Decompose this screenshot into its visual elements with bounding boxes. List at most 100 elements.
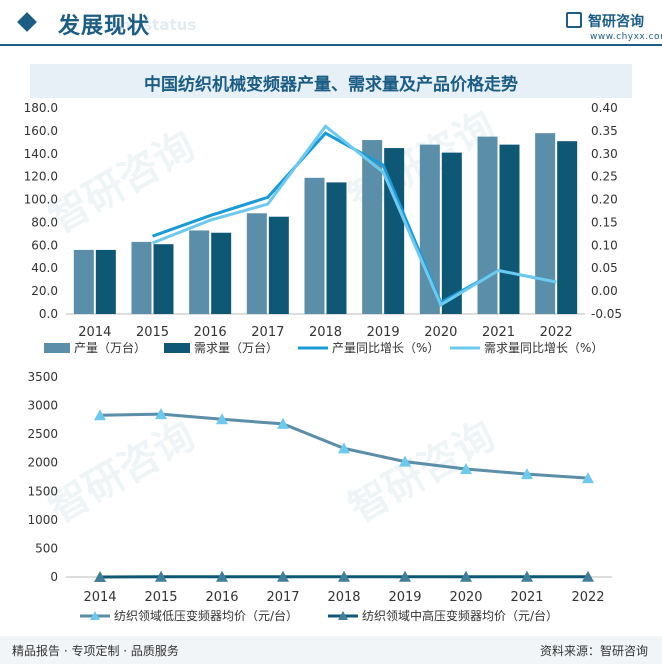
y2-tick-label: -0.05 [591,307,622,321]
legend-marker [338,611,348,620]
bar [73,249,94,314]
y-tick-label: 0 [50,570,58,584]
y-tick-label: 1000 [27,513,58,527]
legend-label: 产量同比增长（%） [332,341,439,355]
brand-url: www.chyxx.com [590,32,662,42]
logo-icon [566,12,582,28]
bar [189,230,210,314]
y-tick-label: 120.0 [24,170,58,184]
bar [477,136,498,314]
x-tick-label: 2018 [309,325,342,340]
legend-label: 纺织领域低压变频器均价（元/台） [114,608,298,623]
y-tick-label: 0.0 [39,307,58,321]
series-line [151,124,557,307]
x-tick-label: 2020 [424,325,457,340]
y2-tick-label: 0.20 [591,193,618,207]
y2-tick-label: 0.05 [591,261,618,275]
x-tick-label: 2014 [78,325,111,340]
y2-tick-label: 0.25 [591,170,618,184]
x-tick-label: 2015 [136,325,169,340]
y-tick-label: 80.0 [31,215,58,229]
data-point [399,570,411,582]
bar [153,244,174,314]
bar [131,241,152,314]
y-tick-label: 180.0 [24,101,58,115]
page-header: ent status 发展现状 智研咨询 www.chyxx.com [0,0,662,46]
data-point [277,570,289,582]
bar [304,177,325,314]
x-tick-label: 2019 [388,590,421,605]
bar [95,249,116,314]
y-tick-label: 20.0 [31,284,58,298]
x-tick-label: 2017 [251,325,284,340]
footer-tagline: 精品报告 · 专项定制 · 品质服务 [12,644,179,658]
y2-tick-label: 0.15 [591,215,618,229]
x-tick-label: 2018 [327,590,360,605]
bar [535,133,556,314]
y-tick-label: 3000 [27,399,58,413]
y2-tick-label: 0.30 [591,147,618,161]
data-point [582,570,594,582]
bar [441,152,462,314]
data-point [155,570,167,582]
data-point [460,570,472,582]
data-point [216,413,228,425]
page-title: 发展现状 [58,14,151,39]
y-tick-label: 40.0 [31,261,58,275]
data-point [94,571,106,582]
y-tick-label: 3500 [27,370,58,384]
chart-title-box: 中国纺织机械变频器产量、需求量及产品价格走势 [30,64,632,98]
bar [557,141,578,314]
x-tick-label: 2016 [194,325,227,340]
brand-name: 智研咨询 [588,14,644,30]
y-tick-label: 160.0 [24,124,58,138]
y-tick-label: 1500 [27,484,58,498]
x-tick-label: 2021 [510,590,543,605]
y2-tick-label: 0.00 [591,284,618,298]
header-subtitle: ent status [110,16,197,34]
data-point [521,570,533,582]
y2-tick-label: 0.10 [591,238,618,252]
bar [499,144,520,314]
bar [211,232,232,314]
x-tick-label: 2022 [571,590,604,605]
legend-label: 产量（万台） [74,340,146,355]
bar [268,216,289,314]
legend-label: 需求量（万台） [194,340,278,355]
legend-swatch [44,343,70,353]
data-point [399,455,411,467]
data-point [277,417,289,429]
x-tick-label: 2017 [266,590,299,605]
y2-tick-label: 0.40 [591,101,618,115]
x-tick-label: 2022 [540,325,573,340]
x-tick-label: 2015 [144,590,177,605]
bar [246,213,267,314]
data-point [521,468,533,480]
page-footer: 精品报告 · 专项定制 · 品质服务 资料来源：智研咨询 [0,636,662,664]
footer-source: 资料来源：智研咨询 [539,644,648,658]
y-tick-label: 2000 [27,456,58,470]
data-point [582,472,594,484]
y-tick-label: 100.0 [24,193,58,207]
x-tick-label: 2014 [83,590,116,605]
bar [419,144,440,314]
chart-title: 中国纺织机械变频器产量、需求量及产品价格走势 [144,75,518,95]
x-tick-label: 2021 [482,325,515,340]
data-point [338,570,350,582]
y2-tick-label: 0.35 [591,124,618,138]
bar [326,182,347,314]
data-point [94,409,106,421]
data-point [338,442,350,454]
bar [362,140,383,314]
legend-label: 需求量同比增长（%） [484,341,603,355]
x-tick-label: 2020 [449,590,482,605]
data-point [155,408,167,420]
chart-canvas: 0.0 20.0 40.0 60.0 80.0 100.0 120.0 140.0 160.0 1… [24,101,622,623]
y-tick-label: 140.0 [24,147,58,161]
legend-label: 纺织领域中高压变频器均价（元/台） [362,608,558,623]
legend-swatch [164,343,190,353]
data-point [216,570,228,582]
y-tick-label: 60.0 [31,238,58,252]
y-tick-label: 500 [35,541,58,555]
x-tick-label: 2016 [205,590,238,605]
